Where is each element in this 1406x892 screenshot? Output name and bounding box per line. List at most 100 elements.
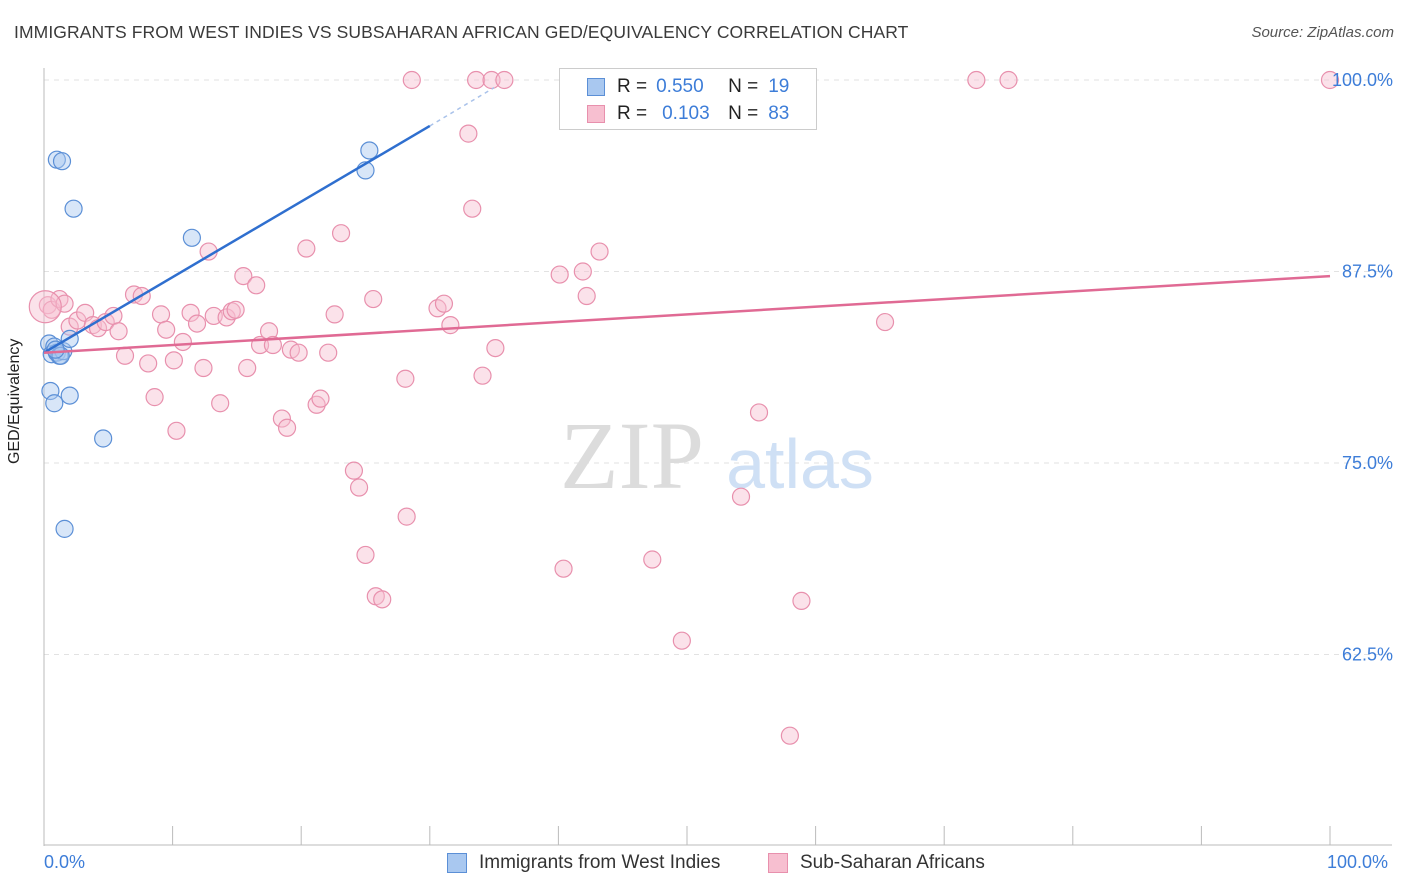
data-point	[486, 339, 505, 358]
series-immigrants-from-west-indies	[40, 141, 379, 538]
data-point	[272, 409, 292, 428]
data-point	[643, 550, 662, 569]
y-tick-label: 75.0%	[1342, 453, 1393, 473]
r-value: 0.103	[662, 103, 710, 124]
data-point	[331, 224, 351, 243]
legend-item-sub-saharan: Sub-Saharan Africans	[768, 852, 985, 874]
grid-layer	[44, 79, 1392, 655]
data-point	[428, 299, 447, 318]
data-point	[672, 631, 691, 650]
data-point	[52, 152, 72, 171]
y-tick-label: 100.0%	[1332, 70, 1393, 90]
trend-lines	[43, 87, 1331, 354]
data-point	[181, 303, 200, 322]
y-tick-labels: 62.5% 75.0% 87.5% 100.0%	[1332, 70, 1393, 665]
legend-swatch-blue	[447, 853, 467, 873]
data-point	[247, 276, 266, 295]
legend-label: Sub-Saharan Africans	[800, 852, 985, 873]
y-tick-label: 87.5%	[1342, 262, 1393, 282]
data-point	[139, 354, 158, 373]
data-point	[55, 294, 74, 313]
data-point	[187, 314, 207, 333]
data-point	[402, 70, 421, 90]
data-point	[115, 346, 135, 365]
legend-swatch-pink	[768, 853, 788, 873]
watermark: ZIP atlas	[560, 402, 874, 509]
data-point	[277, 418, 297, 437]
data-point	[749, 403, 769, 422]
data-point	[360, 141, 379, 160]
data-point	[349, 478, 369, 497]
y-tick-label: 62.5%	[1342, 645, 1393, 665]
data-point	[145, 388, 164, 407]
data-point	[194, 358, 213, 378]
data-point	[495, 70, 514, 90]
data-point	[45, 394, 64, 413]
data-point	[875, 312, 895, 332]
n-value: 83	[768, 103, 790, 124]
watermark-zip: ZIP	[560, 402, 704, 509]
data-point	[792, 591, 811, 610]
data-point	[173, 332, 192, 352]
watermark-atlas: atlas	[726, 425, 874, 503]
data-point	[397, 507, 416, 526]
legend-row-sub-saharan: R = 0.103 N = 83	[560, 100, 789, 128]
data-point	[263, 335, 283, 355]
data-point	[1320, 70, 1340, 90]
legend-label: Immigrants from West Indies	[479, 852, 721, 873]
correlation-legend: R = 0.550 N = 19 R = 0.103 N = 83	[559, 68, 817, 130]
data-point	[364, 289, 383, 309]
trend-line-sub-saharan	[43, 274, 1331, 354]
trend-line-west-indies	[43, 124, 431, 354]
data-point	[28, 290, 62, 324]
data-point	[577, 286, 596, 306]
chart-title: IMMIGRANTS FROM WEST INDIES VS SUBSAHARA…	[14, 22, 909, 42]
legend-row-west-indies: R = 0.550 N = 19	[560, 73, 789, 101]
n-value: 19	[768, 76, 790, 97]
data-point	[151, 305, 171, 324]
data-point	[780, 726, 799, 745]
r-label: R =	[617, 76, 648, 97]
data-point	[238, 358, 257, 378]
data-point	[459, 124, 478, 143]
axis-layer	[43, 68, 1392, 846]
data-point	[167, 421, 186, 440]
legend-item-west-indies: Immigrants from West Indies	[447, 852, 720, 874]
data-point	[64, 199, 83, 218]
data-point	[344, 461, 364, 480]
legend-swatch-pink	[587, 105, 605, 123]
data-point	[396, 369, 415, 388]
data-point	[325, 305, 344, 324]
legend-swatch-blue	[587, 78, 605, 96]
data-point	[157, 320, 176, 339]
data-point	[94, 429, 113, 448]
x-tick-label-max: 100.0%	[1327, 852, 1389, 872]
data-point	[466, 70, 486, 90]
data-point	[109, 322, 128, 341]
r-value: 0.550	[656, 76, 704, 97]
series-legend: Immigrants from West Indies Sub-Saharan …	[0, 852, 1406, 878]
data-point	[182, 228, 201, 247]
data-point	[356, 545, 375, 565]
data-point	[297, 239, 316, 258]
data-point	[55, 519, 74, 538]
data-point	[473, 366, 492, 385]
data-point	[731, 487, 751, 506]
data-point	[554, 559, 573, 578]
data-point	[967, 70, 986, 90]
data-point	[590, 242, 609, 261]
x-tick-label-min: 0.0%	[44, 852, 86, 872]
data-point	[234, 266, 253, 286]
data-point	[319, 343, 338, 362]
data-point	[441, 316, 460, 335]
r-label: R =	[617, 103, 648, 124]
data-point	[164, 351, 183, 370]
data-point	[999, 70, 1018, 90]
data-point	[289, 343, 308, 362]
data-point	[211, 394, 230, 413]
data-point	[60, 386, 79, 405]
data-point	[226, 300, 245, 319]
data-point	[463, 199, 482, 218]
n-label: N =	[728, 76, 759, 97]
